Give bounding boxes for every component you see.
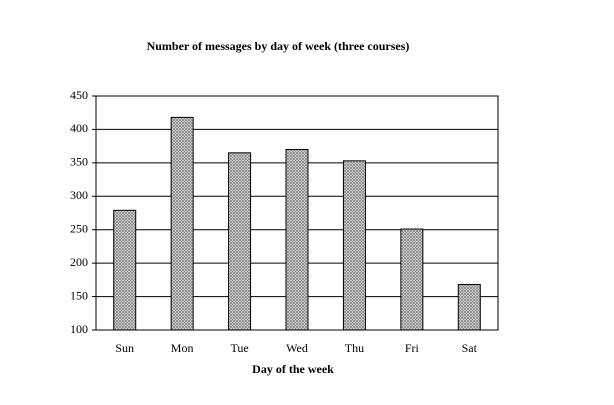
bar: [457, 284, 481, 331]
y-tick-label: 300: [70, 188, 88, 202]
y-tick-label: 200: [70, 255, 88, 269]
x-tick-label: Thu: [345, 341, 364, 355]
bar: [285, 148, 309, 331]
y-tick-label: 350: [70, 155, 88, 169]
y-tick-label: 250: [70, 221, 88, 235]
bar: [400, 228, 424, 331]
bar: [170, 116, 194, 331]
x-tick-label: Sun: [115, 341, 134, 355]
y-tick-label: 400: [70, 121, 88, 135]
x-tick-label: Fri: [405, 341, 420, 355]
y-tick-label: 450: [70, 88, 88, 102]
x-tick-label: Mon: [171, 341, 194, 355]
y-tick-label: 150: [70, 288, 88, 302]
y-tick-label: 100: [70, 322, 88, 336]
x-tick-label: Sat: [462, 341, 478, 355]
chart-title: Number of messages by day of week (three…: [147, 39, 410, 53]
x-tick-label: Tue: [230, 341, 248, 355]
x-axis-title: Day of the week: [252, 362, 334, 376]
bar: [228, 152, 252, 331]
x-tick-label: Wed: [286, 341, 308, 355]
bar: [113, 209, 137, 331]
bar: [342, 160, 366, 331]
